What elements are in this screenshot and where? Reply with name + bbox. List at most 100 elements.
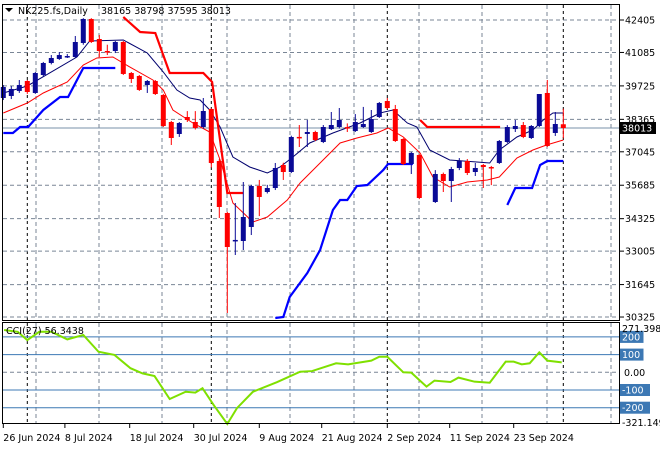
axes: 42405 41085 39725 38365 37045 35685 34325 33005…	[2, 16, 660, 444]
candle-body	[280, 164, 286, 173]
bull-candle	[72, 35, 78, 58]
bear-candle	[192, 111, 198, 130]
lower-band-line	[275, 162, 413, 320]
candle-body	[480, 164, 486, 168]
candle-body	[472, 167, 478, 173]
candle-body	[272, 167, 278, 189]
bull-candle	[0, 85, 6, 101]
candle-body	[80, 18, 86, 43]
bear-candle	[312, 130, 318, 142]
candle-body	[248, 185, 254, 227]
candle-body	[120, 42, 126, 74]
candle-body	[336, 120, 342, 128]
bear-candle	[480, 163, 486, 189]
symbol-timeframe: NK225.fs,Daily	[18, 6, 88, 17]
candle-body	[128, 72, 134, 79]
date-tick-label: 23 Sep 2024	[514, 433, 574, 444]
date-tick-label: 2 Sep 2024	[387, 433, 441, 444]
bear-candle	[104, 44, 110, 56]
bear-candle	[184, 111, 190, 122]
candle-body	[536, 94, 542, 126]
date-tick-label: 11 Sep 2024	[450, 433, 510, 444]
bear-candle	[256, 179, 262, 217]
candle-body	[320, 127, 326, 143]
bear-candle	[120, 41, 126, 75]
bull-candle	[112, 41, 118, 54]
grid	[3, 5, 619, 423]
date-tick-label: 18 Jul 2024	[130, 433, 184, 444]
bear-candle	[280, 162, 286, 180]
candle-body	[328, 125, 334, 130]
price-tick-label: 31645	[625, 280, 655, 291]
bull-candle	[8, 86, 14, 100]
cci-zero-label: 0.00	[624, 368, 645, 379]
candle-body	[160, 94, 166, 126]
cci-level-label: -200	[622, 403, 644, 414]
bear-candle	[296, 125, 302, 147]
bull-candle	[40, 61, 46, 77]
bull-candle	[336, 108, 342, 129]
bull-candle	[200, 97, 206, 129]
candle-body	[512, 125, 518, 130]
candle-body	[72, 42, 78, 58]
candle-body	[16, 85, 22, 91]
candle-body	[200, 111, 206, 128]
bull-candle	[552, 112, 558, 136]
candle-body	[488, 167, 494, 169]
cci-level-badge	[620, 330, 644, 343]
price-tick-label: 35685	[625, 181, 655, 192]
bull-candle	[360, 106, 366, 128]
bear-candle	[216, 159, 222, 218]
candle-body	[408, 152, 414, 164]
bull-candle	[32, 72, 38, 94]
bull-candle	[264, 184, 270, 194]
candle-body	[560, 124, 566, 128]
candle-body	[288, 136, 294, 173]
triangle-down-icon[interactable]	[5, 8, 13, 12]
bear-candle	[88, 18, 94, 43]
candle-body	[448, 169, 454, 182]
bear-candle	[152, 79, 158, 95]
bull-candle	[528, 125, 534, 140]
candle-body	[400, 139, 406, 164]
candle-body	[136, 75, 142, 90]
bull-candle	[232, 202, 238, 255]
candles	[0, 18, 566, 313]
cci-level-label: -100	[622, 386, 644, 397]
date-tick-label: 21 Aug 2024	[322, 433, 383, 444]
bull-candle	[304, 120, 310, 147]
date-tick-label: 8 Jul 2024	[65, 433, 113, 444]
bear-candle	[224, 211, 230, 313]
candle-body	[496, 140, 502, 163]
bull-candle	[472, 162, 478, 177]
candle-body	[456, 161, 462, 168]
candle-body	[24, 81, 30, 92]
ma-slow-line	[3, 56, 564, 223]
lower-band-line	[506, 159, 564, 206]
bull-candle	[64, 54, 70, 58]
candle-body	[144, 81, 150, 86]
candle-body	[360, 124, 366, 128]
bear-candle	[128, 72, 134, 83]
bear-candle	[400, 138, 406, 165]
bull-candle	[272, 162, 278, 191]
candle-body	[416, 154, 422, 198]
candle-body	[176, 122, 182, 134]
candle-body	[520, 125, 526, 137]
cci-level-badge	[620, 348, 644, 361]
candle-body	[56, 55, 62, 59]
bear-candle	[544, 79, 550, 147]
upper-band-line	[122, 16, 244, 195]
candle-body	[184, 117, 190, 120]
price-tick-label: 42405	[625, 16, 655, 27]
candle-body	[256, 185, 262, 197]
candle-body	[96, 39, 102, 52]
bear-candle	[464, 159, 470, 176]
candle-body	[344, 127, 350, 129]
cci-max-label: 271.3984	[622, 324, 660, 335]
candle-body	[40, 63, 46, 76]
bear-candle	[168, 120, 174, 145]
bull-candle	[320, 125, 326, 144]
candle-body	[368, 118, 374, 132]
